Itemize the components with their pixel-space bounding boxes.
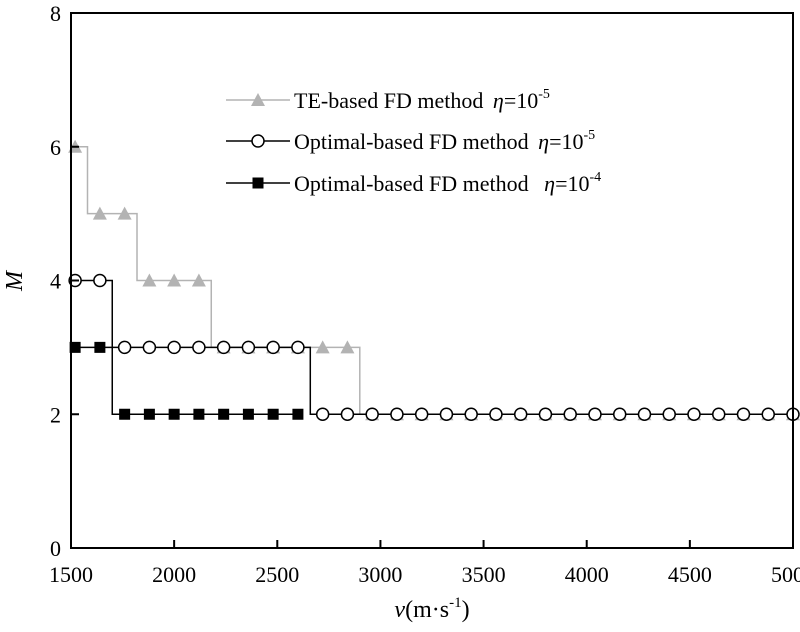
legend-eta-text: =10 (504, 88, 538, 113)
data-point (315, 340, 330, 354)
data-point (191, 273, 206, 287)
legend-item: Optimal-based FD method η=10-5 (226, 128, 595, 154)
data-point (736, 407, 751, 421)
legend-label: Optimal-based FD method η=10-4 (294, 170, 601, 196)
x-tick-label: 4500 (668, 562, 712, 587)
data-point (390, 407, 404, 421)
data-point (291, 340, 305, 355)
legend-eta-text: =10 (549, 129, 583, 154)
data-point (662, 407, 676, 421)
x-tick-label: 2500 (255, 562, 299, 587)
data-point (218, 408, 230, 420)
series-line (75, 346, 298, 415)
data-point (563, 407, 577, 421)
data-point (267, 408, 279, 420)
data-point (365, 407, 379, 421)
data-point (94, 341, 106, 353)
data-point (142, 273, 157, 287)
data-point (92, 206, 107, 220)
data-point (242, 408, 254, 420)
x-axis-unit-exp: -1 (449, 595, 462, 611)
data-point (168, 408, 180, 420)
legend-label: TE-based FD method η=10-5 (294, 87, 550, 113)
legend-item: TE-based FD method η=10-5 (226, 87, 550, 113)
y-tick-label: 6 (50, 135, 61, 160)
legend-eta-exp: -5 (583, 128, 595, 143)
data-point (513, 407, 528, 421)
data-point (414, 407, 429, 421)
x-axis-unit-close: ) (462, 597, 470, 623)
data-point (538, 407, 553, 421)
legend-eta-symbol: η (493, 88, 504, 113)
y-tick-label: 0 (50, 536, 61, 561)
data-point (489, 407, 503, 421)
data-point (266, 340, 280, 355)
data-point (117, 340, 132, 355)
x-tick-label: 2000 (152, 562, 196, 587)
legend-eta-symbol: η (544, 171, 555, 196)
x-tick-label: 1500 (49, 562, 93, 587)
legend-eta-exp: -4 (589, 170, 601, 185)
data-point (117, 206, 132, 220)
data-point (315, 407, 330, 421)
data-point (711, 407, 726, 421)
data-point (687, 407, 701, 421)
data-point (588, 407, 602, 421)
x-tick-label: 3500 (462, 562, 506, 587)
x-axis-var: v (394, 597, 405, 623)
data-point (93, 273, 107, 288)
legend-name: Optimal-based FD method (294, 171, 534, 196)
legend-eta-exp: -5 (538, 87, 550, 102)
y-tick-label: 2 (50, 402, 61, 427)
data-point (612, 407, 627, 421)
data-point (761, 407, 775, 421)
data-point (119, 408, 131, 420)
series-square (69, 341, 304, 420)
x-axis-title: v(m·s-1) (394, 595, 469, 623)
x-tick-label: 3000 (358, 562, 402, 587)
y-axis-title: M (2, 269, 28, 292)
legend-marker (251, 93, 265, 106)
series-line (75, 279, 793, 415)
legend-eta-text: =10 (555, 171, 589, 196)
data-point (143, 408, 155, 420)
data-point (193, 408, 205, 420)
series-layer (68, 139, 800, 421)
series-circle (68, 273, 800, 421)
data-point (439, 407, 454, 421)
x-axis-unit: (m·s (405, 597, 449, 623)
x-tick-label: 4000 (565, 562, 609, 587)
legend-marker (251, 134, 265, 148)
data-point (142, 340, 157, 355)
data-point (167, 340, 181, 355)
y-tick-label: 8 (50, 1, 61, 26)
data-point (192, 340, 206, 355)
legend-eta-symbol: η (538, 129, 549, 154)
data-point (216, 340, 231, 355)
data-point (167, 273, 182, 287)
legend-marker (252, 177, 264, 189)
data-point (340, 407, 355, 421)
data-point (637, 407, 652, 421)
y-tick-label: 4 (50, 269, 61, 294)
data-point (292, 408, 304, 420)
data-point (241, 340, 256, 355)
legend-name: Optimal-based FD method (294, 129, 534, 154)
data-point (340, 340, 355, 354)
data-point (464, 407, 478, 421)
legend-name: TE-based FD method (294, 88, 489, 113)
legend-item: Optimal-based FD method η=10-4 (226, 170, 601, 196)
data-point (69, 341, 81, 353)
legend-label: Optimal-based FD method η=10-5 (294, 128, 595, 154)
